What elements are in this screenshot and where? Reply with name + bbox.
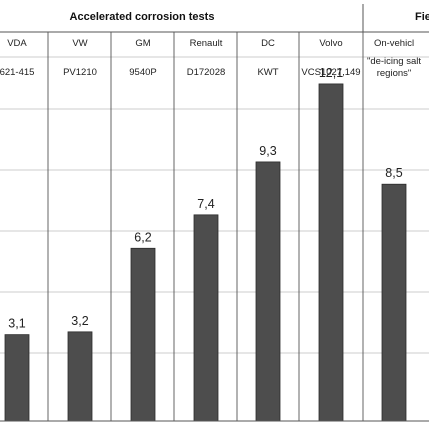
value-label-6: 12,1 [319, 66, 343, 80]
category-label-3: GM [135, 38, 150, 49]
field-note-line-1: "de-icing salt [367, 56, 421, 67]
standard-label-6: VCS1027,149 [301, 67, 360, 78]
category-label-1: VDA [7, 38, 27, 49]
bar-vw [67, 331, 93, 422]
value-label-7: 8,5 [385, 166, 402, 180]
category-label-5: DC [261, 38, 275, 49]
value-label-3: 6,2 [134, 230, 151, 244]
bar-volvo [318, 83, 344, 422]
column-labels: VDA VW GM Renault DC Volvo On-vehicl 621-415 PV1… [0, 38, 421, 79]
value-label-4: 7,4 [197, 197, 214, 211]
standard-label-5: KWT [257, 67, 278, 78]
bar-vda [4, 334, 30, 422]
value-label-2: 3,2 [71, 314, 88, 328]
value-labels: 3,1 3,2 6,2 7,4 9,3 12,1 8,5 [8, 66, 402, 331]
field-note-line-2: regions" [377, 68, 412, 79]
standard-label-4: D172028 [187, 67, 226, 78]
category-label-4: Renault [190, 38, 223, 49]
bar-gm [130, 247, 156, 422]
bar-renault [193, 214, 219, 422]
group-title-right: Fie [415, 11, 429, 23]
group-title: Accelerated corrosion tests [70, 11, 215, 23]
bar-on-vehicle [381, 183, 407, 422]
category-label-6: Volvo [319, 38, 342, 49]
value-label-1: 3,1 [8, 317, 25, 331]
value-label-5: 9,3 [259, 144, 276, 158]
column-separators [47, 32, 364, 421]
standard-label-1: 621-415 [0, 67, 34, 78]
category-label-2: VW [72, 38, 87, 49]
standard-label-2: PV1210 [63, 67, 97, 78]
bars [4, 83, 407, 422]
standard-label-3: 9540P [129, 67, 156, 78]
bar-dc [255, 161, 281, 422]
category-label-7: On-vehicl [374, 38, 414, 49]
